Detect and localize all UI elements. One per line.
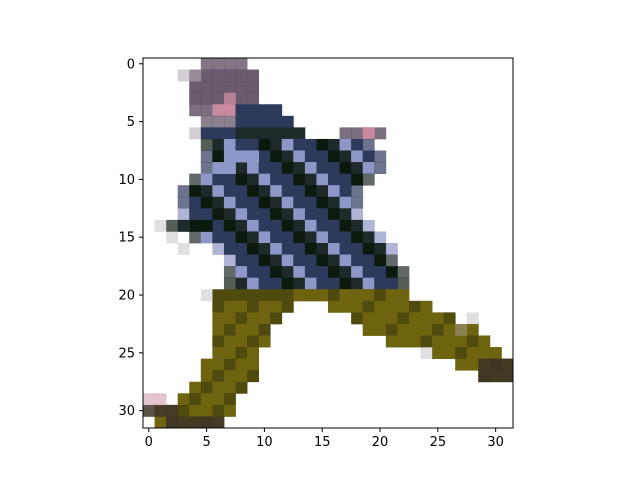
axes-frame <box>142 57 514 429</box>
x-axis: 0 5 10 15 20 25 30 <box>145 428 504 450</box>
x-tick-label: 0 <box>145 435 153 450</box>
y-tick-label: 5 <box>127 115 135 130</box>
y-axis: 0 5 10 15 20 25 30 <box>118 57 143 419</box>
y-tick-label: 25 <box>118 346 135 361</box>
x-tick-label: 10 <box>256 435 273 450</box>
x-tick-label: 20 <box>372 435 389 450</box>
y-tick-label: 0 <box>127 57 135 72</box>
y-tick-label: 30 <box>118 404 135 419</box>
x-tick-label: 25 <box>430 435 447 450</box>
y-tick-label: 15 <box>118 231 135 246</box>
x-tick-label: 30 <box>487 435 504 450</box>
x-tick-label: 15 <box>314 435 331 450</box>
pixel-image <box>143 58 514 429</box>
y-tick-label: 10 <box>118 173 135 188</box>
x-tick-label: 5 <box>202 435 210 450</box>
y-tick-label: 20 <box>118 289 135 304</box>
